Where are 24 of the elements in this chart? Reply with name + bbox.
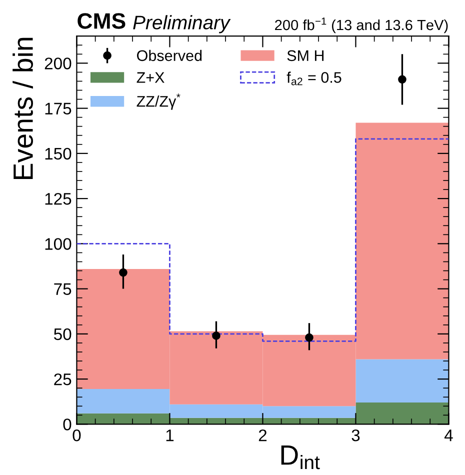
- y-tick-label: 125: [45, 192, 72, 205]
- y-tick-label: 0: [63, 418, 72, 430]
- legend-label: SM H: [287, 50, 324, 62]
- y-axis-title: Events / bin: [12, 38, 34, 179]
- legend-label: Observed: [137, 50, 202, 62]
- chart-title: CMS: [78, 13, 126, 29]
- x-axis-title: D$_{int}$: [281, 446, 320, 470]
- x-tick-label: 4: [444, 430, 453, 442]
- x-tick-label: 0: [72, 429, 81, 442]
- y-tick-label: 75: [54, 283, 72, 296]
- y-tick-label: 150: [45, 148, 72, 160]
- y-tick-label: 100: [45, 238, 72, 250]
- legend-label: ZZ/Zγ$^{*}$: [136, 94, 180, 110]
- chart-subtitle: Preliminary: [133, 15, 231, 34]
- legend-label: Z+X: [136, 72, 164, 83]
- y-tick-label: 25: [54, 373, 72, 386]
- x-tick-label: 1: [166, 430, 174, 442]
- text: 200 fb$^{−1}$ (13 and 13.6 TeV): [275, 18, 448, 34]
- x-tick-label: 2: [258, 429, 267, 442]
- y-tick-label: 175: [45, 102, 72, 115]
- y-tick-label: 200: [44, 58, 72, 70]
- y-tick-label: 50: [54, 328, 72, 340]
- x-tick-label: 3: [352, 429, 360, 442]
- legend-label: f$_{a2}$ = 0.5: [286, 72, 342, 86]
